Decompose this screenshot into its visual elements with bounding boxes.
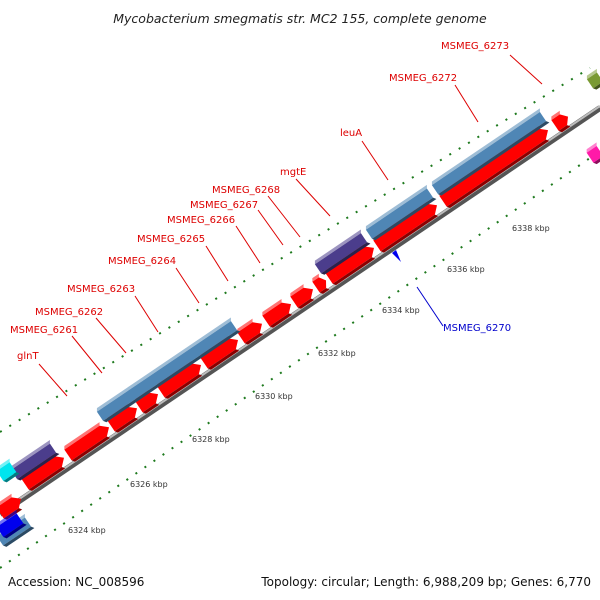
misc-feature-block[interactable] — [0, 458, 20, 484]
gene-features — [0, 68, 600, 547]
gene-label-msmeg-6262[interactable]: MSMEG_6262 — [35, 307, 103, 318]
misc-feature-block[interactable] — [585, 68, 600, 91]
label-leader-line — [416, 286, 444, 327]
gene-label-msmeg-6272[interactable]: MSMEG_6272 — [389, 73, 457, 84]
label-leader-line — [257, 209, 284, 246]
kbp-label-6338: 6338 kbp — [512, 224, 550, 233]
gene-label-msmeg-6261[interactable]: MSMEG_6261 — [10, 325, 78, 336]
gene-label-leua[interactable]: leuA — [340, 128, 362, 139]
label-leader-lines — [38, 54, 543, 397]
gene-label-msmeg-6273[interactable]: MSMEG_6273 — [441, 41, 509, 52]
reverse-gene-arrow[interactable] — [392, 250, 401, 262]
gene-label-msmeg-6268[interactable]: MSMEG_6268 — [212, 185, 280, 196]
gene-label-msmeg-6266[interactable]: MSMEG_6266 — [167, 215, 235, 226]
label-leader-line — [71, 335, 103, 374]
gene-label-msmeg-6267[interactable]: MSMEG_6267 — [190, 200, 258, 211]
label-leader-line — [205, 245, 229, 282]
kbp-label-6324: 6324 kbp — [68, 526, 106, 535]
kbp-label-6332: 6332 kbp — [318, 349, 356, 358]
forward-gene-arrow[interactable] — [311, 273, 332, 296]
kbp-label-6334: 6334 kbp — [382, 306, 420, 315]
gene-label-msmeg-6263[interactable]: MSMEG_6263 — [67, 284, 135, 295]
label-leader-line — [267, 195, 301, 238]
rna-gene-block[interactable] — [95, 317, 241, 423]
gene-label-msmeg-6270[interactable]: MSMEG_6270 — [443, 323, 511, 334]
label-leader-line — [38, 363, 68, 397]
label-leader-line — [95, 317, 127, 354]
label-leader-line — [509, 54, 543, 85]
forward-gene-arrow[interactable] — [289, 281, 319, 310]
label-leader-line — [295, 178, 331, 217]
forward-gene-arrow[interactable] — [236, 316, 268, 346]
accession-text: Accession: NC_008596 — [8, 575, 144, 589]
gc-skew-inner-dots — [0, 157, 591, 569]
label-leader-line — [134, 295, 159, 333]
forward-gene-arrow[interactable] — [550, 109, 574, 134]
kbp-label-6326: 6326 kbp — [130, 480, 168, 489]
label-leader-line — [454, 84, 479, 123]
label-leader-line — [361, 140, 389, 181]
gc-skew-outer-dots — [0, 67, 591, 433]
reverse-gene-arrow[interactable] — [0, 509, 27, 540]
genome-summary-text: Topology: circular; Length: 6,988,209 bp… — [260, 575, 591, 589]
gene-label-mgte[interactable]: mgtE — [280, 167, 306, 178]
label-leader-line — [175, 267, 200, 304]
misc-feature-block[interactable] — [585, 142, 600, 165]
kbp-label-6336: 6336 kbp — [447, 265, 485, 274]
kbp-label-6330: 6330 kbp — [255, 392, 293, 401]
forward-gene-arrow[interactable] — [63, 419, 115, 462]
rna-gene-block[interactable] — [430, 108, 550, 196]
gene-label-glnt[interactable]: glnT — [17, 351, 39, 362]
map-title: Mycobacterium smegmatis str. MC2 155, co… — [113, 11, 487, 26]
gene-label-msmeg-6264[interactable]: MSMEG_6264 — [108, 256, 176, 267]
forward-gene-arrow[interactable] — [261, 296, 297, 329]
gene-labels: MSMEG_6273 MSMEG_6272 leuA mgtE MSMEG_62… — [10, 41, 511, 362]
gene-label-msmeg-6265[interactable]: MSMEG_6265 — [137, 234, 205, 245]
rna-gene-block[interactable] — [364, 184, 437, 241]
misc-feature-block[interactable] — [9, 439, 60, 482]
misc-feature-block[interactable] — [313, 229, 371, 276]
position-labels: 6338 kbp 6336 kbp 6334 kbp 6332 kbp 6330… — [68, 224, 550, 535]
kbp-label-6328: 6328 kbp — [192, 435, 230, 444]
forward-gene-arrow[interactable] — [438, 122, 554, 209]
label-leader-line — [235, 225, 261, 264]
